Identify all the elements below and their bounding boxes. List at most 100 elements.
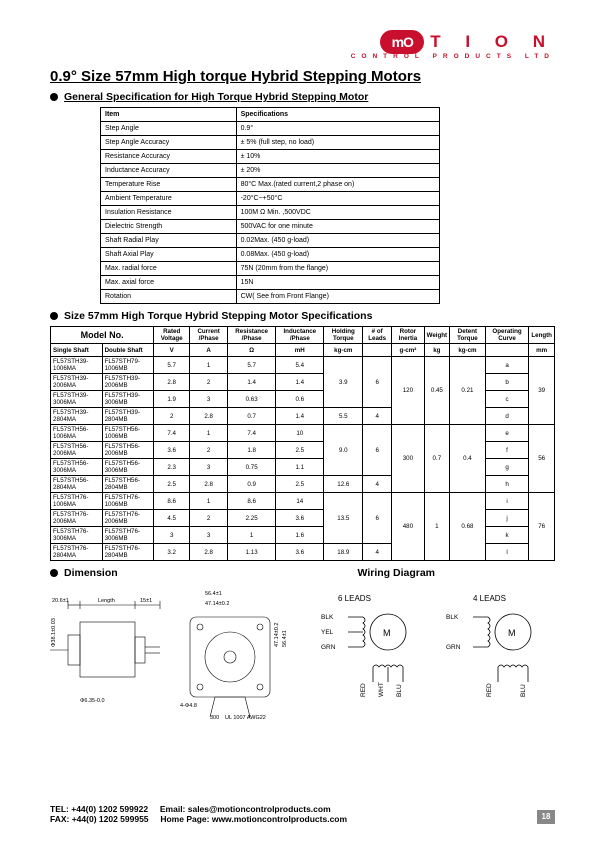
model-cell: FL57STH56-2006MB: [102, 442, 154, 459]
col-head: Weight: [424, 327, 450, 344]
svg-text:4 LEADS: 4 LEADS: [473, 594, 506, 603]
svg-text:6 LEADS: 6 LEADS: [338, 594, 371, 603]
holding-torque: 12.6: [324, 476, 363, 493]
model-cell: 1: [190, 493, 228, 510]
unit-head: [485, 344, 529, 357]
footer-email: Email: sales@motioncontrolproducts.com: [160, 804, 331, 814]
curve: l: [485, 544, 529, 561]
svg-text:300: 300: [210, 715, 219, 721]
svg-text:15±1: 15±1: [140, 598, 152, 604]
col-head: Resistance /Phase: [228, 327, 276, 344]
model-cell: 0.6: [276, 391, 324, 408]
model-cell: 1.4: [276, 408, 324, 425]
model-cell: FL57STH76-3006MB: [102, 527, 154, 544]
page-footer: TEL: +44(0) 1202 599922 Email: sales@mot…: [50, 804, 555, 824]
section1-heading: General Specification for High Torque Hy…: [64, 91, 368, 103]
section2-heading: Size 57mm High Torque Hybrid Stepping Mo…: [64, 310, 372, 322]
curve: i: [485, 493, 529, 510]
footer-url: Home Page: www.motioncontrolproducts.com: [160, 814, 347, 824]
curve: c: [485, 391, 529, 408]
model-cell: 14: [276, 493, 324, 510]
logo-brand-text: T I O N: [430, 32, 555, 52]
inertia: 300: [392, 425, 424, 493]
detent: 0.68: [450, 493, 486, 561]
svg-text:RED: RED: [360, 683, 367, 697]
curve: a: [485, 357, 529, 374]
unit-head: kg: [424, 344, 450, 357]
spec-value: ± 5% (full step, no load): [236, 136, 439, 150]
model-cell: 1.13: [228, 544, 276, 561]
page-number: 18: [537, 810, 555, 824]
col-head: Operating Curve: [485, 327, 529, 344]
model-cell: 2.5: [154, 476, 190, 493]
wiring-heading: Wiring Diagram: [358, 567, 436, 579]
dimension-diagram: 20.6±1 Length 15±1 Φ38.1±0.03 Φ6.35-0.0 …: [50, 587, 293, 727]
spec-item: Rotation: [101, 290, 237, 304]
model-cell: 2.8: [190, 544, 228, 561]
col-head: Length: [529, 327, 555, 344]
model-cell: 2: [154, 408, 190, 425]
holding-torque: 18.9: [324, 544, 363, 561]
curve: e: [485, 425, 529, 442]
model-cell: FL57STH76-2006MB: [102, 510, 154, 527]
model-cell: 5.7: [154, 357, 190, 374]
model-cell: 2: [190, 374, 228, 391]
unit-head: mm: [529, 344, 555, 357]
spec-item: Max. radial force: [101, 262, 237, 276]
col-head: Current /Phase: [190, 327, 228, 344]
weight: 0.7: [424, 425, 450, 493]
spec-value: ± 10%: [236, 150, 439, 164]
model-spec-table: Model No.Rated VoltageCurrent /PhaseResi…: [50, 326, 555, 561]
model-cell: 2.3: [154, 459, 190, 476]
length: 76: [529, 493, 555, 561]
wiring-diagram: 6 LEADS M BLK YEL GRN RED WHT BLU 4 LEAD…: [313, 587, 556, 727]
holding-torque: 5.5: [324, 408, 363, 425]
spec-item: Temperature Rise: [101, 178, 237, 192]
svg-text:4-Φ4.8: 4-Φ4.8: [180, 703, 197, 709]
col-head: Rotor Inertia: [392, 327, 424, 344]
model-cell: FL57STH76-3006MA: [51, 527, 103, 544]
model-cell: 3: [190, 391, 228, 408]
svg-text:56.4±1: 56.4±1: [205, 591, 222, 597]
inertia: 120: [392, 357, 424, 425]
model-cell: 0.9: [228, 476, 276, 493]
inertia: 480: [392, 493, 424, 561]
holding-torque: 9.0: [324, 425, 363, 476]
weight: 1: [424, 493, 450, 561]
model-cell: FL57STH56-2804MB: [102, 476, 154, 493]
unit-head: g-cm²: [392, 344, 424, 357]
footer-fax: FAX: +44(0) 1202 599955: [50, 814, 149, 824]
spec-value: 0.08Max. (450 g-load): [236, 248, 439, 262]
weight: 0.45: [424, 357, 450, 425]
detent: 0.4: [450, 425, 486, 493]
model-cell: 2.25: [228, 510, 276, 527]
unit-head: kg-cm: [450, 344, 486, 357]
spec-value: CW( See from Front Flange): [236, 290, 439, 304]
unit-head: [363, 344, 392, 357]
unit-head: kg-cm: [324, 344, 363, 357]
bullet-icon: [50, 312, 58, 320]
holding-torque: 3.9: [324, 357, 363, 408]
brand-logo: mO T I O N CONTROL PRODUCTS LTD: [50, 30, 555, 60]
col-head: Holding Torque: [324, 327, 363, 344]
spec-value: ± 20%: [236, 164, 439, 178]
model-cell: 5.4: [276, 357, 324, 374]
footer-tel: TEL: +44(0) 1202 599922: [50, 804, 148, 814]
model-cell: FL57STH56-3006MA: [51, 459, 103, 476]
svg-text:BLK: BLK: [321, 614, 334, 621]
spec-item: Shaft Axial Play: [101, 248, 237, 262]
svg-text:BLK: BLK: [446, 614, 459, 621]
spec-value: 80°C Max.(rated current,2 phase on): [236, 178, 439, 192]
model-cell: 3: [190, 459, 228, 476]
model-cell: 2.5: [276, 476, 324, 493]
model-cell: 7.4: [228, 425, 276, 442]
model-cell: 2.8: [154, 374, 190, 391]
logo-subtitle: CONTROL PRODUCTS LTD: [50, 53, 555, 60]
col-head: Detent Torque: [450, 327, 486, 344]
svg-text:M: M: [383, 628, 391, 638]
model-cell: 3.6: [154, 442, 190, 459]
model-cell: FL57STH39-3006MA: [51, 391, 103, 408]
model-cell: FL57STH56-2006MA: [51, 442, 103, 459]
leads: 6: [363, 425, 392, 476]
spec-value: 15N: [236, 276, 439, 290]
